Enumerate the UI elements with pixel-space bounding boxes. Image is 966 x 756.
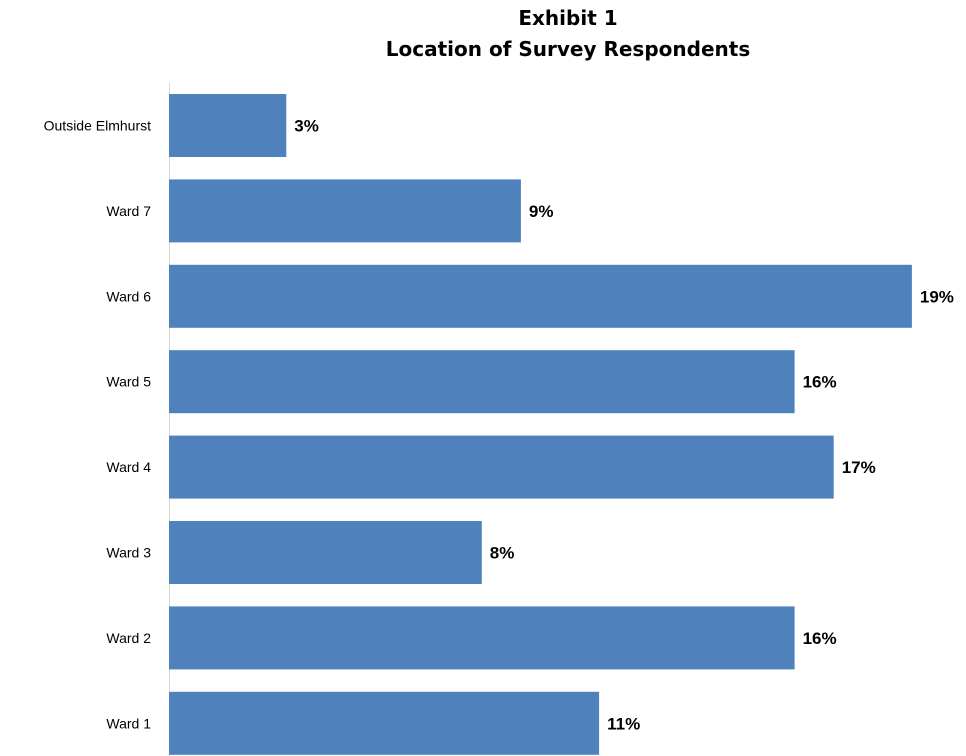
- bar: [169, 521, 482, 584]
- data-labels: 3% 9% 19% 16% 17% 8% 16% 11%: [294, 117, 954, 734]
- category-label: Ward 5: [106, 374, 151, 390]
- chart-subtitle: Location of Survey Respondents: [386, 37, 750, 61]
- data-label: 11%: [607, 714, 640, 733]
- bar: [169, 264, 912, 328]
- category-label: Ward 7: [106, 203, 151, 219]
- bar: [169, 179, 521, 243]
- bars-layer: [169, 94, 912, 755]
- data-label: 16%: [803, 373, 837, 392]
- bar: [169, 691, 600, 755]
- category-label: Ward 1: [106, 715, 151, 731]
- data-label: 8%: [490, 544, 515, 563]
- data-label: 9%: [529, 202, 554, 221]
- category-label: Ward 2: [106, 630, 151, 646]
- data-label: 3%: [294, 117, 319, 136]
- bar: [169, 350, 795, 414]
- category-label: Ward 6: [106, 288, 151, 304]
- data-label: 17%: [842, 458, 876, 477]
- bar: [169, 606, 795, 670]
- category-labels: Outside Elmhurst Ward 7 Ward 6 Ward 5 Ward 4…: [44, 118, 152, 732]
- category-label: Outside Elmhurst: [44, 118, 151, 134]
- data-label: 16%: [803, 629, 837, 648]
- category-label: Ward 3: [106, 545, 151, 561]
- data-label: 19%: [920, 287, 954, 306]
- category-label: Ward 4: [106, 459, 151, 475]
- chart-title: Exhibit 1: [518, 6, 617, 30]
- bar: [169, 435, 834, 499]
- bar: [169, 94, 287, 157]
